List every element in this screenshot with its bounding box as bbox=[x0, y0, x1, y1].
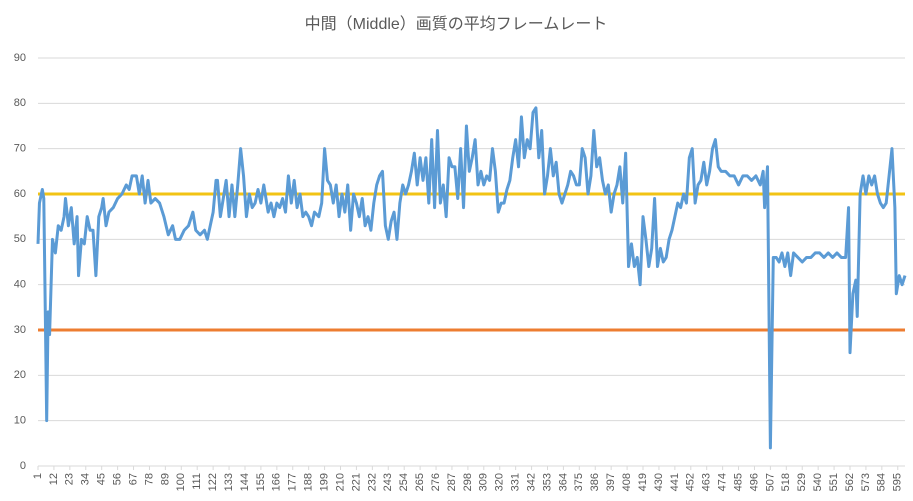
y-tick-label: 0 bbox=[20, 460, 26, 472]
series-line bbox=[36, 106, 907, 450]
x-tick-label: 188 bbox=[303, 473, 315, 491]
x-tick-label: 529 bbox=[796, 473, 808, 491]
y-tick-label: 50 bbox=[14, 233, 26, 245]
x-tick-label: 144 bbox=[239, 473, 251, 491]
x-tick-label: 507 bbox=[764, 473, 776, 491]
x-tick-label: 155 bbox=[255, 473, 267, 491]
x-tick-label: 463 bbox=[701, 473, 713, 491]
x-tick-label: 45 bbox=[96, 473, 108, 485]
x-tick-label: 386 bbox=[589, 473, 601, 491]
x-tick-label: 573 bbox=[860, 473, 872, 491]
x-tick-label: 34 bbox=[80, 473, 92, 485]
y-tick-label: 30 bbox=[14, 324, 26, 336]
x-tick-label: 342 bbox=[525, 473, 537, 491]
x-tick-label: 375 bbox=[573, 473, 585, 491]
y-tick-label: 10 bbox=[14, 415, 26, 427]
x-tick-label: 441 bbox=[669, 473, 681, 491]
x-tick-label: 12 bbox=[48, 473, 60, 485]
x-tick-label: 56 bbox=[112, 473, 124, 485]
x-tick-label: 23 bbox=[64, 473, 76, 485]
x-tick-label: 551 bbox=[828, 473, 840, 491]
x-tick-label: 100 bbox=[175, 473, 187, 491]
y-tick-label: 90 bbox=[14, 52, 26, 64]
x-tick-label: 518 bbox=[780, 473, 792, 491]
x-tick-label: 331 bbox=[510, 473, 522, 491]
x-tick-label: 474 bbox=[717, 473, 729, 491]
x-tick-label: 485 bbox=[732, 473, 744, 491]
x-tick-label: 276 bbox=[430, 473, 442, 491]
chart-title: 中間（Middle）画質の平均フレームレート bbox=[305, 15, 608, 33]
x-tick-label: 309 bbox=[478, 473, 490, 491]
x-tick-label: 221 bbox=[350, 473, 362, 491]
x-tick-label: 287 bbox=[446, 473, 458, 491]
x-tick-label: 452 bbox=[685, 473, 697, 491]
y-tick-label: 80 bbox=[14, 97, 26, 109]
x-tick-label: 364 bbox=[557, 473, 569, 491]
x-tick-label: 408 bbox=[621, 473, 633, 491]
x-tick-label: 177 bbox=[287, 473, 299, 491]
x-tick-label: 562 bbox=[844, 473, 856, 491]
x-tick-label: 430 bbox=[653, 473, 665, 491]
x-tick-label: 89 bbox=[159, 473, 171, 485]
x-tick-label: 111 bbox=[191, 473, 203, 490]
x-tick-label: 595 bbox=[892, 473, 904, 491]
y-tick-label: 60 bbox=[14, 188, 26, 200]
y-tick-label: 70 bbox=[14, 143, 26, 155]
x-tick-label: 1 bbox=[32, 473, 44, 479]
x-tick-label: 540 bbox=[812, 473, 824, 491]
y-tick-label: 20 bbox=[14, 369, 26, 381]
x-tick-label: 254 bbox=[398, 473, 410, 491]
x-tick-label: 496 bbox=[748, 473, 760, 491]
x-tick-label: 232 bbox=[366, 473, 378, 491]
x-tick-label: 243 bbox=[382, 473, 394, 491]
x-tick-label: 210 bbox=[334, 473, 346, 491]
x-tick-label: 419 bbox=[637, 473, 649, 491]
y-tick-label: 40 bbox=[14, 279, 26, 291]
x-tick-label: 78 bbox=[143, 473, 155, 485]
x-tick-label: 122 bbox=[207, 473, 219, 491]
x-tick-label: 353 bbox=[541, 473, 553, 491]
x-tick-label: 199 bbox=[318, 473, 330, 491]
x-tick-label: 67 bbox=[127, 473, 139, 485]
x-tick-label: 397 bbox=[605, 473, 617, 491]
x-tick-label: 298 bbox=[462, 473, 474, 491]
x-tick-label: 584 bbox=[876, 473, 888, 491]
x-tick-label: 320 bbox=[494, 473, 506, 491]
x-tick-label: 133 bbox=[223, 473, 235, 491]
x-tick-label: 166 bbox=[271, 473, 283, 491]
x-tick-label: 265 bbox=[414, 473, 426, 491]
